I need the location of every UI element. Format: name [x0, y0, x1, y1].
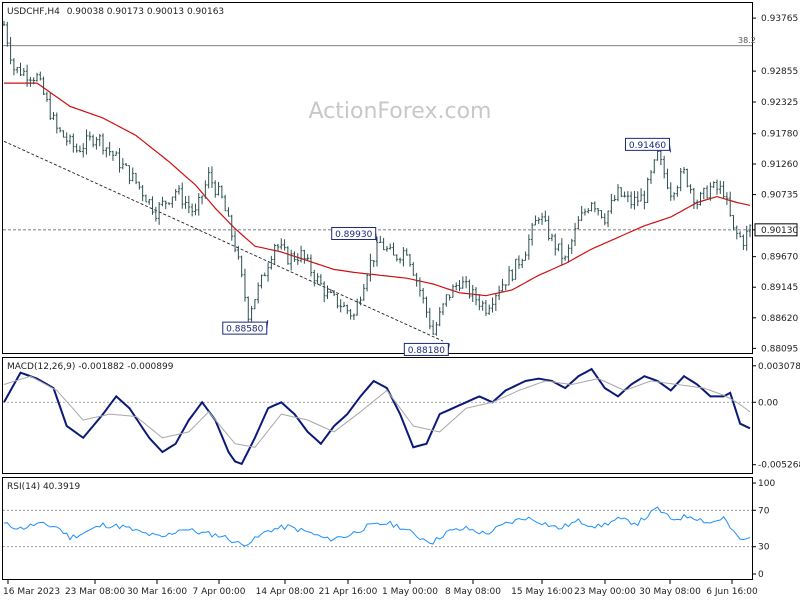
y-axis-label: 0.90735: [761, 191, 798, 201]
price-panel-title: USDCHF,H4 0.90038 0.90173 0.90013 0.9016…: [7, 7, 224, 17]
y-axis-label: 0.91780: [761, 130, 798, 140]
fib-level-label: 38.2: [738, 36, 756, 45]
price-annotation-leader: [375, 233, 378, 242]
x-axis-label: 14 Apr 08:00: [256, 587, 315, 597]
x-axis-label: 23 May 00:00: [574, 587, 636, 597]
price-annotation: 0.88180: [408, 346, 445, 356]
x-axis-label: 7 Apr 00:00: [193, 587, 246, 597]
rsi-line: [3, 506, 751, 547]
price-annotation-leader: [668, 144, 671, 153]
y-axis-label: 0.89670: [761, 253, 798, 263]
price-annotation-leader: [447, 343, 450, 350]
macd-axis-label: 0.00: [758, 398, 778, 408]
macd-line: [3, 367, 751, 466]
price-annotation-leader: [266, 320, 269, 329]
symbol-label: USDCHF,H4: [7, 7, 60, 17]
y-axis-label: 0.91260: [761, 160, 798, 170]
price-annotation: 0.91460: [629, 141, 666, 151]
moving-average-line: [4, 82, 751, 297]
price-annotation: 0.89930: [335, 230, 372, 240]
signal-line: [3, 375, 751, 448]
x-axis-label: 1 May 00:00: [382, 587, 438, 597]
macd-axis-label: -0.005268: [758, 461, 800, 471]
x-axis-label: 6 Jun 16:00: [706, 587, 758, 597]
rsi-axis-label: 100: [758, 479, 775, 489]
rsi-panel: [2, 477, 753, 580]
y-axis-label: 0.93765: [761, 14, 798, 24]
rsi-axis-label: 30: [758, 543, 770, 553]
macd-axis-label: 0.003078: [758, 362, 800, 372]
x-axis-label: 23 Mar 08:00: [65, 587, 125, 597]
x-axis-label: 16 Mar 2023: [3, 587, 60, 597]
price-panel: [2, 2, 753, 354]
trendline: [3, 140, 444, 342]
y-axis-label: 0.92325: [761, 98, 798, 108]
y-axis-label: 0.88620: [761, 314, 798, 324]
y-axis-label: 0.90130: [761, 226, 798, 236]
price-annotation: 0.88580: [226, 325, 263, 335]
rsi-axis-label: 0: [758, 570, 764, 580]
watermark: ActionForex.com: [309, 99, 492, 124]
x-axis-label: 30 May 08:00: [639, 587, 701, 597]
y-axis-label: 0.89145: [761, 283, 798, 293]
x-axis-label: 8 May 08:00: [445, 587, 501, 597]
x-axis-label: 21 Apr 16:00: [319, 587, 378, 597]
x-axis-label: 30 Mar 16:00: [127, 587, 187, 597]
rsi-panel-title: RSI(14) 40.3919: [7, 482, 80, 492]
current-price-box: [754, 223, 798, 237]
macd-panel: [2, 357, 753, 474]
y-axis-label: 0.92855: [761, 67, 798, 77]
ohlc-label: 0.90038 0.90173 0.90013 0.90163: [67, 7, 224, 17]
rsi-axis-label: 70: [758, 506, 770, 516]
macd-panel-title: MACD(12,26,9) -0.001882 -0.000899: [7, 362, 174, 372]
y-axis-label: 0.88095: [761, 344, 798, 354]
x-axis-label: 15 May 16:00: [511, 587, 573, 597]
